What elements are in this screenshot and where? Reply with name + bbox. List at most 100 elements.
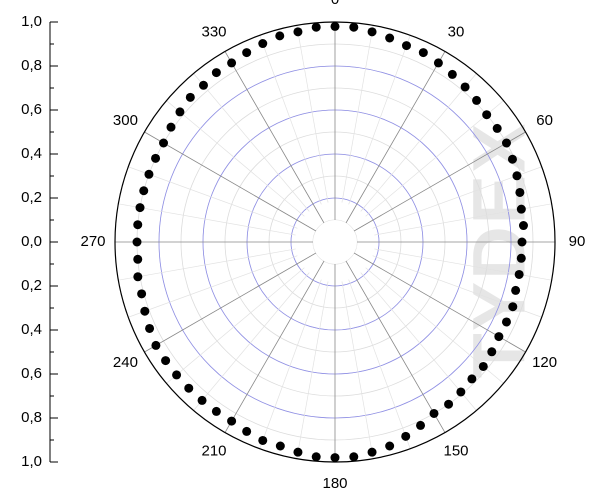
- tick-label: 0,8: [21, 409, 42, 426]
- data-point: [258, 435, 268, 445]
- data-point: [472, 95, 482, 105]
- grid-spoke: [334, 241, 526, 353]
- data-point: [478, 361, 488, 371]
- data-point: [133, 272, 143, 282]
- minor-spoke: [128, 255, 298, 318]
- data-point: [433, 58, 443, 68]
- data-point: [293, 447, 303, 457]
- data-point: [227, 416, 237, 426]
- angle-label: 60: [536, 112, 553, 129]
- data-point: [518, 221, 528, 231]
- data-point: [501, 138, 511, 148]
- data-point: [311, 22, 321, 32]
- angle-label: 0: [331, 0, 339, 8]
- angle-label: 150: [443, 443, 468, 460]
- tick-label: 0,2: [21, 189, 42, 206]
- angle-label: 240: [113, 354, 138, 371]
- data-point: [211, 68, 221, 78]
- minor-spoke: [193, 272, 310, 411]
- minor-spoke: [166, 100, 305, 217]
- angle-label: 300: [113, 112, 138, 129]
- data-point: [258, 39, 268, 49]
- data-point: [401, 431, 411, 441]
- grid-spoke: [334, 131, 526, 243]
- marks: [132, 21, 528, 463]
- data-point: [517, 237, 527, 247]
- data-point: [161, 356, 171, 366]
- minor-spoke: [193, 73, 310, 212]
- data-point: [508, 302, 518, 312]
- grid-spoke: [144, 131, 336, 243]
- tick-label: 0,0: [21, 233, 42, 250]
- data-point: [416, 420, 426, 430]
- angle-label: 330: [201, 23, 226, 40]
- center-hole: [313, 220, 357, 264]
- data-point: [185, 92, 195, 102]
- axes: 0 30 60 90 120 150 180 210 240 270 300 330 0,0 0,2 0,2…: [21, 0, 585, 492]
- data-point: [514, 269, 524, 279]
- grid: [114, 21, 556, 463]
- data-point: [198, 80, 208, 90]
- data-point: [211, 406, 221, 416]
- data-point: [133, 254, 143, 264]
- data-point: [494, 332, 504, 342]
- data-point: [456, 387, 466, 397]
- data-point: [137, 289, 147, 299]
- data-point: [133, 220, 143, 230]
- grid-spoke: [334, 51, 446, 243]
- grid-spoke: [224, 51, 336, 243]
- minor-spoke: [296, 25, 329, 203]
- data-point: [140, 306, 150, 316]
- data-point: [275, 441, 285, 451]
- data-point: [166, 122, 176, 132]
- data-point: [139, 186, 149, 196]
- minor-spoke: [360, 272, 477, 411]
- data-point: [175, 107, 185, 117]
- tick-label: 1,0: [21, 453, 42, 470]
- tick-label: 0,8: [21, 57, 42, 74]
- data-point: [227, 58, 237, 68]
- data-point: [516, 204, 526, 214]
- angle-label: 210: [201, 443, 226, 460]
- data-point: [159, 138, 169, 148]
- data-point: [501, 317, 511, 327]
- data-point: [482, 110, 492, 120]
- data-point: [172, 370, 182, 380]
- angle-label: 30: [448, 23, 465, 40]
- data-point: [385, 33, 395, 43]
- data-point: [275, 31, 285, 41]
- tick-label: 0,6: [21, 101, 42, 118]
- data-point: [197, 395, 207, 405]
- data-point: [367, 447, 377, 457]
- data-point: [144, 169, 154, 179]
- tick-label: 0,6: [21, 365, 42, 382]
- angle-label: 90: [569, 233, 586, 250]
- minor-spoke: [296, 281, 329, 459]
- data-point: [515, 187, 525, 197]
- data-point: [444, 399, 454, 409]
- data-point: [135, 203, 145, 213]
- data-point: [367, 27, 377, 37]
- data-point: [507, 154, 517, 164]
- minor-spoke: [118, 203, 296, 236]
- minor-spoke: [341, 25, 374, 203]
- data-point: [151, 340, 161, 350]
- data-point: [418, 48, 428, 58]
- minor-spoke: [348, 35, 411, 205]
- angle-label: 120: [532, 354, 557, 371]
- minor-spoke: [128, 166, 298, 229]
- grid-spoke: [224, 241, 336, 433]
- data-point: [132, 237, 142, 247]
- data-point: [487, 347, 497, 357]
- minor-spoke: [166, 267, 305, 384]
- minor-spoke: [259, 35, 322, 205]
- angle-label: 270: [80, 233, 105, 250]
- tick-label: 0,4: [21, 321, 42, 338]
- grid-spoke: [144, 241, 336, 353]
- data-point: [385, 441, 395, 451]
- data-point: [460, 82, 470, 92]
- minor-spoke: [360, 73, 477, 212]
- data-point: [492, 123, 502, 133]
- tick-label: 1,0: [21, 13, 42, 30]
